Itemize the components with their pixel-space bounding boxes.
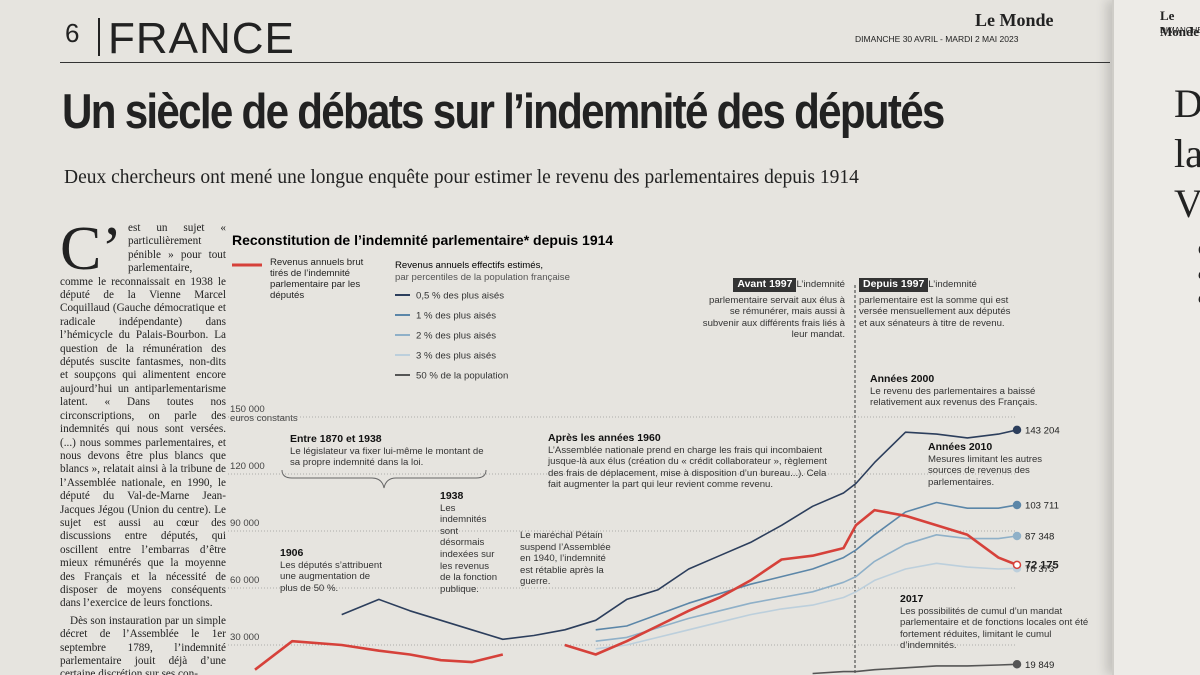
y-tick-label: 90 000 bbox=[230, 518, 259, 529]
annotation-title: Après les années 1960 bbox=[548, 432, 661, 444]
legend-entry: Revenus annuels brut tirés de l’indemnit… bbox=[270, 257, 364, 301]
page-number: 6 bbox=[65, 18, 80, 48]
fragment: Ce bbox=[1198, 242, 1200, 260]
headline: Un siècle de débats sur l’indemnité des … bbox=[62, 85, 945, 139]
fragment: d bbox=[1198, 290, 1200, 308]
end-point bbox=[1012, 660, 1022, 669]
annotation: Années 2010 Mesures limitant les autres s… bbox=[928, 441, 1063, 488]
legend-label: Revenus annuels brut tirés de l’indemnit… bbox=[270, 257, 364, 301]
annotation: 1906 Les députés s’attribuent une augment… bbox=[280, 547, 390, 594]
annotation-text: L’indemnité parlementaire est la somme q… bbox=[859, 279, 1011, 329]
series-line bbox=[812, 663, 1018, 675]
y-tick-label: 150 000 bbox=[230, 404, 265, 415]
series-line bbox=[254, 508, 1018, 671]
annotation-text: Mesures limitant les autres sources de r… bbox=[928, 453, 1043, 488]
y-tick-label: 120 000 bbox=[230, 461, 265, 472]
paper-name: Le Monde bbox=[1160, 8, 1199, 39]
end-point bbox=[1012, 500, 1022, 510]
fragment: V bbox=[1174, 181, 1200, 226]
chart: Reconstitution de l’indemnité parlementa… bbox=[228, 232, 1060, 675]
end-point bbox=[1012, 560, 1022, 570]
annotation: Avant 1997 L’indemnité parlementaire serv… bbox=[700, 278, 845, 341]
series-line bbox=[595, 501, 1018, 631]
brace bbox=[281, 469, 487, 489]
paragraph: C’est un sujet « particulièrement pénibl… bbox=[60, 215, 226, 610]
paragraph: Dès son instauration par un simple décre… bbox=[60, 614, 226, 675]
legend-subtitle: par percentiles de la population françai… bbox=[395, 272, 570, 283]
legend-label: 1 % des plus aisés bbox=[416, 311, 496, 322]
annotation: Le maréchal Pétain suspend l’Assemblée e… bbox=[520, 530, 620, 588]
subtitle: Deux chercheurs ont mené une longue enqu… bbox=[64, 167, 859, 188]
annotation: Depuis 1997 L’indemnité parlementaire est… bbox=[859, 278, 1019, 329]
end-point bbox=[1012, 425, 1022, 435]
value-label: 103 711 bbox=[1025, 500, 1059, 511]
annotation-title: 1938 bbox=[440, 490, 464, 502]
legend-label: 3 % des plus aisés bbox=[416, 351, 496, 362]
legend-label: 0,5 % des plus aisés bbox=[416, 291, 504, 302]
annotation-text: Les députés s’attribuent une augmentatio… bbox=[280, 559, 382, 594]
annotation-text: Le législateur va fixer lui-même le mont… bbox=[290, 445, 484, 469]
annotation-title: 2017 bbox=[900, 593, 924, 605]
value-label: 87 348 bbox=[1025, 532, 1054, 543]
annotation-title: 1906 bbox=[280, 547, 304, 559]
annotation-text: Le maréchal Pétain suspend l’Assemblée e… bbox=[520, 530, 611, 588]
series-line bbox=[595, 562, 1018, 650]
annotation-title: Avant 1997 bbox=[733, 278, 797, 292]
annotation: Années 2000 Le revenu des parlementaires … bbox=[870, 373, 1050, 409]
annotation: 1938 Les indemnités sont désormais indexé… bbox=[440, 490, 500, 595]
annotation: Entre 1870 et 1938 Le législateur va fixe… bbox=[290, 433, 490, 469]
series-line bbox=[341, 429, 1018, 641]
annotation-text: L’Assemblée nationale prend en charge le… bbox=[548, 444, 827, 491]
separator bbox=[98, 18, 100, 56]
y-unit: euros constants bbox=[230, 413, 298, 424]
fragment: de bbox=[1198, 266, 1200, 284]
annotation-text: Les possibilités de cumul d’un mandat pa… bbox=[900, 605, 1089, 652]
series-line bbox=[595, 534, 1018, 642]
y-tick-label: 60 000 bbox=[230, 575, 259, 586]
annotation-text: Le revenu des parlementaires a baissé re… bbox=[870, 385, 1038, 409]
value-label: 72 175 bbox=[1025, 559, 1059, 571]
annotation-title: Années 2000 bbox=[870, 373, 935, 385]
article: C’est un sujet « particulièrement pénibl… bbox=[60, 215, 226, 675]
annotation-title: Années 2010 bbox=[928, 441, 993, 453]
y-tick-label: 30 000 bbox=[230, 632, 259, 643]
value-label: 19 849 bbox=[1025, 660, 1054, 671]
date: DIMANCHE 30 AVRIL - MARDI 2 MAI 2023 bbox=[855, 34, 1019, 44]
end-point bbox=[1012, 531, 1022, 541]
annotation: Après les années 1960 L’Assemblée nationa… bbox=[548, 432, 838, 491]
legend-title: Revenus annuels effectifs estimés, bbox=[395, 260, 543, 271]
fragment: Da bbox=[1174, 81, 1200, 126]
value-label: 70 373 bbox=[1025, 564, 1054, 575]
annotation-text: Les indemnités sont désormais indexées s… bbox=[440, 502, 498, 595]
rule bbox=[60, 62, 1110, 63]
annotation: 2017 Les possibilités de cumul d’un manda… bbox=[900, 593, 1100, 652]
date: DIMANCHE bbox=[1160, 26, 1200, 35]
value-label: 143 204 bbox=[1025, 425, 1060, 436]
next-page: Le Monde DIMANCHE Da la V Ce de d bbox=[1112, 0, 1200, 675]
annotation-title: Entre 1870 et 1938 bbox=[290, 433, 382, 445]
legend-label: 2 % des plus aisés bbox=[416, 331, 496, 342]
chart-title: Reconstitution de l’indemnité parlementa… bbox=[232, 232, 613, 248]
legend-label: 50 % de la population bbox=[416, 371, 508, 382]
section-title: FRANCE bbox=[108, 14, 295, 63]
annotation-text: L’indemnité parlementaire servait aux él… bbox=[702, 279, 845, 341]
annotation-title: Depuis 1997 bbox=[859, 278, 929, 292]
paper-name: Le Monde bbox=[975, 10, 1054, 30]
fragment: la bbox=[1174, 131, 1200, 176]
